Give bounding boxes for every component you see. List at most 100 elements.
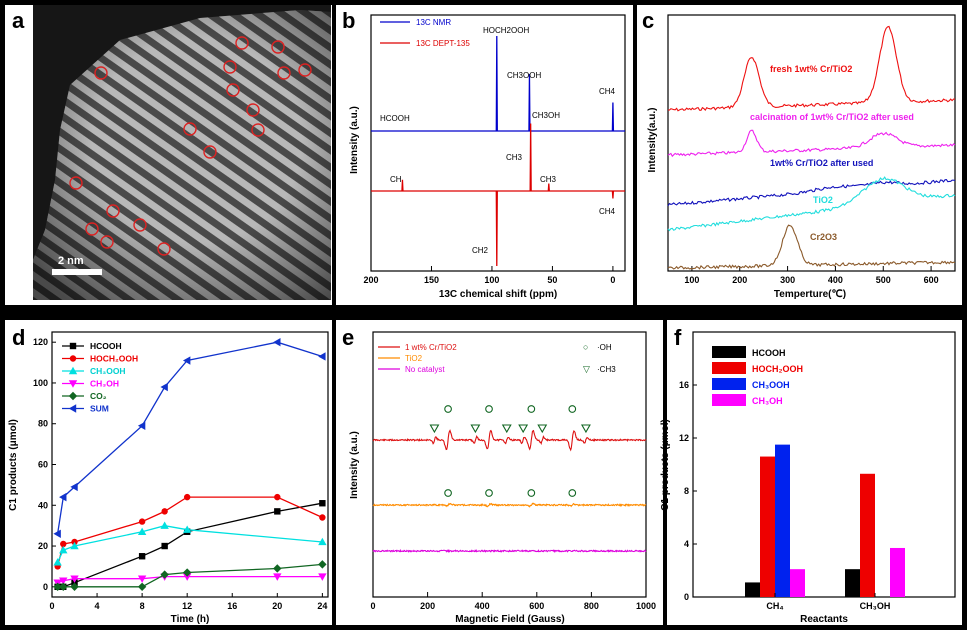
data-point-0-6: [274, 508, 281, 515]
panel-d-xtick-label-1: 4: [95, 601, 100, 611]
legend-label-tio2: TiO2: [405, 354, 423, 363]
peak-label-hcooh: HCOOH: [380, 114, 410, 123]
panel-b-x-label: 13C chemical shift (ppm): [439, 289, 557, 300]
legend-label-2: CH₃OOH: [90, 366, 126, 376]
bar-1-1: [860, 473, 875, 597]
panel-c-xtick-label-0: 100: [684, 275, 699, 285]
data-point-5-2: [70, 482, 78, 492]
panel-c-xtick-label-4: 500: [876, 275, 891, 285]
defect-circle-15: [133, 218, 147, 232]
panel-d-xtick-label-3: 12: [182, 601, 192, 611]
panel-d-xtick-label-2: 8: [140, 601, 145, 611]
tpr-curve-0: [667, 25, 955, 112]
peak-label-ch3-dept-b: CH3: [540, 175, 557, 184]
marker-legend-ch3-symbol: ▽: [583, 364, 590, 374]
oh-marker-3: [568, 405, 577, 413]
peak-label-ch4-dept: CH4: [599, 207, 616, 216]
bar-1-0: [845, 569, 860, 597]
data-point-1-4: [161, 508, 168, 515]
panel-c-xtick-label-5: 600: [924, 275, 939, 285]
legend-label-3: CH₃OH: [752, 396, 783, 406]
data-point-3-5: [182, 573, 192, 581]
data-point-5-0: [53, 529, 61, 539]
peak-label-ch3oh: CH3OH: [532, 111, 560, 120]
legend-label-5: SUM: [90, 404, 109, 414]
panel-letter-b: b: [342, 8, 355, 33]
peak-label-ch-dept: CH: [390, 175, 402, 184]
data-point-4-6: [273, 564, 282, 573]
legend-label-3: CH₃OH: [90, 379, 119, 389]
ch3-marker-0: [429, 424, 440, 434]
panel-d-ytick-label-6: 120: [33, 337, 48, 347]
data-point-0-3: [138, 553, 146, 560]
defect-circle-1: [271, 40, 285, 54]
panel-e-xtick-label-0: 0: [370, 601, 375, 611]
data-point-5-6: [273, 337, 281, 347]
data-point-2-5: [182, 525, 192, 533]
tem-lattice-shading: [33, 10, 331, 300]
defect-circle-3: [223, 60, 237, 74]
data-point-1-6: [274, 493, 281, 501]
panel-e-spectra: [372, 405, 647, 553]
defect-circle-9: [251, 123, 265, 137]
panel-b-xtick-label-1: 150: [424, 275, 439, 285]
panel-b-spectra: [371, 35, 625, 267]
panel-d-ytick-label-0: 0: [43, 582, 48, 592]
oh-marker-0: [444, 405, 452, 413]
legend-marker-2: [68, 366, 78, 375]
marker-legend-oh-label: ·OH: [597, 343, 612, 352]
legend-label-0: HCOOH: [90, 341, 122, 351]
data-point-3-7: [318, 573, 327, 581]
peak-label-ch4: CH4: [599, 87, 616, 96]
panel-d-y-label: C1 products (μmol): [8, 419, 19, 511]
panel-e-x-label: Magnetic Field (Gauss): [455, 614, 564, 625]
panel-f-ytick-label-0: 0: [684, 592, 689, 602]
panel-e-xtick-label-3: 600: [529, 601, 544, 611]
marker-legend-ch3-label: ·CH3: [597, 365, 616, 374]
defect-circle-16: [203, 145, 217, 159]
panel-f-ytick-label-2: 8: [684, 486, 689, 496]
data-point-5-7: [318, 352, 326, 361]
data-point-4-3: [137, 582, 147, 592]
tpr-curve-4: [667, 224, 956, 270]
ch3-marker-5: [580, 424, 591, 434]
data-point-2-3: [137, 527, 147, 535]
panel-c: 100 200 300 400 500 600 Intensity(a.u.) Tempe…: [637, 5, 962, 305]
defect-circle-13: [100, 235, 114, 249]
legend-label-1: HOCH₂OOH: [752, 364, 803, 374]
legend-swatch-3: [712, 394, 746, 406]
panel-d-ytick-label-1: 20: [38, 541, 48, 551]
data-point-2-2: [70, 541, 79, 550]
bar-0-2: [775, 444, 790, 597]
oh-marker-tio2-0: [444, 489, 452, 497]
legend-marker-4: [68, 391, 78, 401]
epr-spectrum-1: [372, 502, 647, 508]
ch3-marker-2: [501, 424, 512, 434]
panel-letter-e: e: [342, 325, 354, 350]
legend-label-crtio2: 1 wt% Cr/TiO2: [405, 343, 457, 352]
bar-0-0: [745, 582, 760, 597]
bar-0-3: [790, 569, 805, 597]
panel-e-xtick-label-5: 1000: [636, 601, 656, 611]
panel-d-legend: HCOOH HOCH₂OOH CH₃OOH CH₃OH CO₂ SUM: [62, 341, 138, 414]
ch3-marker-1: [470, 424, 481, 434]
data-point-4-4: [160, 570, 169, 579]
panel-f-plot-area: [692, 331, 956, 598]
data-point-1-3: [138, 518, 146, 525]
ch3-marker-3: [518, 424, 529, 434]
panel-letter-a: a: [12, 8, 25, 33]
panel-f-frame: [667, 320, 962, 625]
bar-0-1: [760, 456, 775, 597]
panel-letter-f: f: [674, 325, 682, 350]
legend-marker-0: [69, 342, 77, 350]
panel-d-xtick-label-5: 20: [272, 601, 282, 611]
panel-a: 2 nm a: [5, 5, 332, 305]
panel-b-xtick-label-0: 200: [363, 275, 378, 285]
legend-label-1: HOCH₂OOH: [90, 354, 138, 364]
series-label-after-used: 1wt% Cr/TiO2 after used: [770, 158, 873, 168]
panel-f-ytick-label-4: 16: [679, 380, 689, 390]
legend-swatch-1: [712, 362, 746, 374]
panel-d-x-label: Time (h): [171, 614, 210, 625]
defect-circle-6: [226, 83, 240, 97]
panel-f-legend: HCOOH HOCH₂OOH CH₃OOH CH₃OH: [712, 346, 803, 406]
